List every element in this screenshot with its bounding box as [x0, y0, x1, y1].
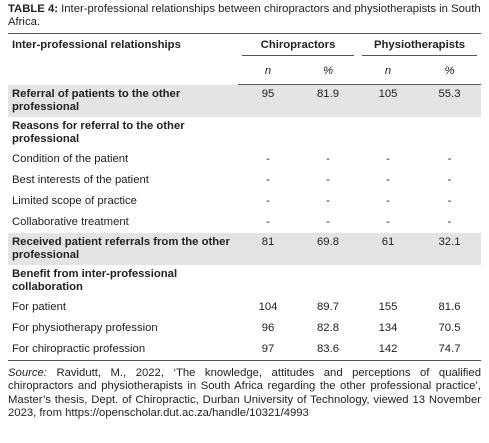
- cell: [418, 117, 481, 149]
- table-row: Condition of the patient - - - -: [8, 149, 481, 170]
- cell: -: [386, 173, 390, 186]
- row-label: Received patient referrals from the othe…: [8, 232, 238, 265]
- cell: 104: [258, 300, 278, 313]
- subheader-row: n % n %: [8, 59, 482, 85]
- cell: -: [266, 215, 270, 228]
- row-label: Collaborative treatment: [12, 215, 129, 228]
- table-row: Best interests of the patient - - - -: [8, 170, 481, 191]
- cell: 81.6: [438, 300, 461, 313]
- cell: -: [447, 215, 452, 228]
- source-label: Source:: [8, 366, 47, 379]
- cell: 74.7: [418, 338, 482, 361]
- table-row: Limited scope of practice - - - -: [8, 191, 481, 212]
- cell: -: [266, 194, 270, 207]
- cell: 134: [378, 321, 398, 334]
- cell: 82.8: [317, 321, 339, 334]
- cell: -: [447, 194, 452, 207]
- cell: 69.8: [298, 232, 359, 265]
- cell: 83.6: [298, 338, 359, 361]
- cell: [238, 117, 298, 149]
- cell: 89.7: [317, 300, 339, 313]
- header-row: Inter-professional relationships Chiropr…: [8, 33, 482, 85]
- cell: [358, 117, 418, 149]
- row-label: Limited scope of practice: [12, 194, 137, 207]
- cell: 70.5: [438, 321, 461, 334]
- cell: -: [326, 173, 330, 186]
- cell: -: [447, 173, 452, 186]
- caption-label: TABLE 4:: [8, 3, 58, 15]
- cell: -: [326, 152, 330, 165]
- cell: 55.3: [418, 84, 482, 117]
- cell: -: [266, 152, 270, 165]
- cell: 96: [261, 321, 275, 334]
- table: Inter-professional relationships Chiropr…: [8, 33, 482, 361]
- source-note: Source: Ravidutt, M., 2022, ‘The knowled…: [8, 367, 481, 421]
- cell: 155: [378, 300, 398, 313]
- subheader: %: [298, 59, 359, 85]
- cell: -: [386, 152, 390, 165]
- table-row: Reasons for referral to the other profes…: [8, 117, 481, 149]
- table-row: For physiotherapy profession 96 82.8 134 70.…: [8, 318, 481, 339]
- row-label: Best interests of the patient: [12, 173, 149, 186]
- table-row: For chiropractic profession 97 83.6 142 74.7: [8, 338, 482, 361]
- cell: [298, 265, 358, 297]
- table-row: For patient 104 89.7 155 81.6: [8, 297, 481, 318]
- cell: 105: [358, 84, 419, 117]
- cell: [298, 117, 358, 149]
- cell: 32.1: [418, 232, 482, 265]
- caption-text: Inter-professional relationships between…: [8, 3, 481, 28]
- cell: -: [266, 173, 270, 186]
- cell: 142: [358, 338, 419, 361]
- group-name: Chiropractors: [242, 39, 355, 56]
- table-row: Referral of patients to the other profes…: [8, 84, 482, 117]
- table-row: Collaborative treatment - - - -: [8, 212, 481, 233]
- source-text: Ravidutt, M., 2022, ‘The knowledge, atti…: [8, 366, 481, 420]
- cell: -: [386, 215, 390, 228]
- header-label: Inter-professional relationships: [8, 33, 238, 85]
- group-header: Physiotherapists: [358, 33, 482, 59]
- caption: TABLE 4: Inter-professional relationship…: [8, 3, 481, 29]
- cell: 95: [238, 84, 298, 117]
- cell: [418, 265, 481, 297]
- group-name: Physiotherapists: [362, 39, 478, 56]
- table-row: Benefit from inter-professional collabor…: [8, 265, 481, 297]
- row-label: Benefit from inter-professional collabor…: [12, 267, 178, 293]
- document: TABLE 4: Inter-professional relationship…: [8, 3, 482, 421]
- cell: 97: [238, 338, 298, 361]
- row-label: Condition of the patient: [12, 152, 129, 165]
- cell: -: [326, 215, 330, 228]
- group-header: Chiropractors: [238, 33, 359, 59]
- cell: [238, 265, 298, 297]
- subheader: n: [358, 59, 419, 85]
- row-label: For physiotherapy profession: [12, 321, 158, 334]
- cell: -: [326, 194, 330, 207]
- cell: -: [386, 194, 390, 207]
- cell: 81.9: [298, 84, 359, 117]
- row-label: For patient: [12, 300, 67, 313]
- subheader: %: [418, 59, 482, 85]
- cell: [358, 265, 418, 297]
- table-body: Referral of patients to the other profes…: [8, 84, 482, 361]
- row-label: Reasons for referral to the other profes…: [12, 119, 185, 145]
- cell: 81: [238, 232, 298, 265]
- table-row: Received patient referrals from the othe…: [8, 232, 482, 265]
- cell: -: [447, 152, 452, 165]
- subheader: n: [238, 59, 298, 85]
- cell: 61: [358, 232, 419, 265]
- row-label: For chiropractic profession: [8, 338, 238, 361]
- row-label: Referral of patients to the other profes…: [8, 84, 238, 117]
